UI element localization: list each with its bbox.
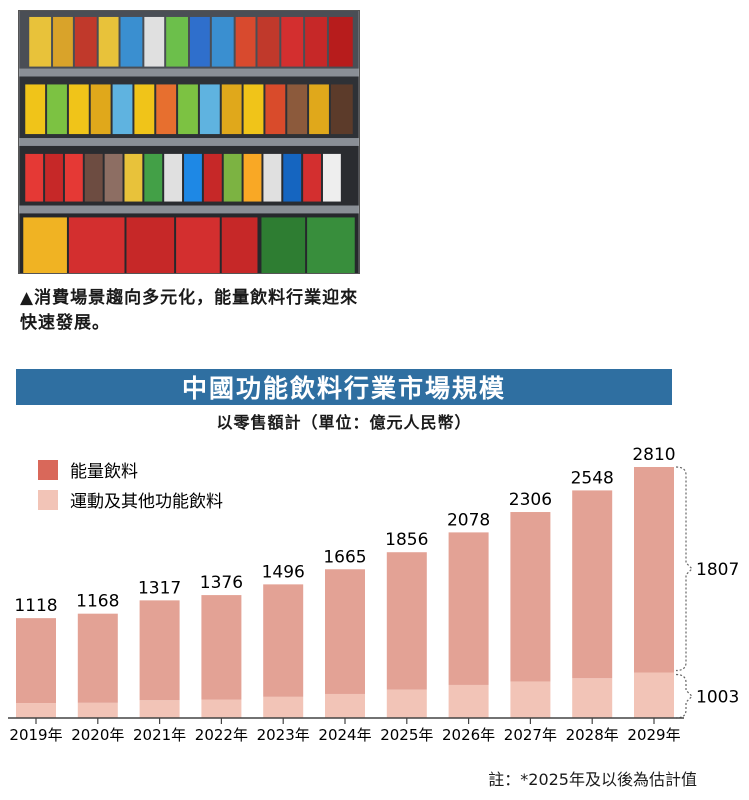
legend-label-sports: 運動及其他功能飲料 xyxy=(70,492,223,512)
x-tick-label-7: 2026年 xyxy=(442,726,495,744)
bar-sports-5 xyxy=(325,693,365,718)
bar-energy-10 xyxy=(634,467,674,673)
bar-sports-9 xyxy=(572,678,613,718)
bar-total-label-2: 1317 xyxy=(138,578,181,598)
x-tick-label-0: 2019年 xyxy=(9,726,62,744)
bar-energy-9 xyxy=(572,490,613,679)
x-axis-labels: 2019年 2020年 2021年 2022年 2023年 2024年 2025年 2026年… xyxy=(9,718,681,744)
bracket-sports xyxy=(675,673,693,719)
bar-total-label-0: 1118 xyxy=(14,596,57,616)
bar-energy-2 xyxy=(139,600,180,701)
x-tick-label-2: 2021年 xyxy=(133,726,186,744)
x-tick-label-9: 2028年 xyxy=(566,726,619,744)
shelf-row-2 xyxy=(19,76,359,146)
photo-caption: ▲消費場景趨向多元化，能量飲料行業迎來快速發展。 xyxy=(20,288,359,333)
legend-swatch-energy xyxy=(38,460,58,480)
bracket-annotations: 1807 1003 xyxy=(675,466,739,719)
bar-energy-4 xyxy=(263,584,304,697)
bar-sports-2 xyxy=(139,700,180,718)
bar-sports-4 xyxy=(263,696,304,718)
x-tick-label-4: 2023年 xyxy=(257,726,310,744)
bar-energy-5 xyxy=(325,569,365,694)
legend-label-energy: 能量飲料 xyxy=(70,462,138,482)
bar-sports-6 xyxy=(386,689,427,718)
bar-sports-7 xyxy=(448,684,489,718)
bar-energy-3 xyxy=(201,595,242,700)
x-tick-label-6: 2025年 xyxy=(380,726,433,744)
chart-subtitle: 以零售額計（單位：億元人民幣） xyxy=(216,413,472,432)
bar-energy-1 xyxy=(77,613,118,703)
bracket-energy xyxy=(675,466,693,672)
bar-total-label-1: 1168 xyxy=(76,592,119,612)
shelf-row-1 xyxy=(19,11,359,77)
annotation-energy-value: 1807 xyxy=(696,560,739,580)
bar-energy-7 xyxy=(448,532,489,685)
bar-total-label-4: 1496 xyxy=(262,562,305,582)
bar-sports-3 xyxy=(201,699,242,718)
bar-total-label-9: 2548 xyxy=(571,468,614,488)
bar-total-label-8: 2306 xyxy=(509,490,552,510)
x-tick-label-3: 2022年 xyxy=(195,726,248,744)
bar-total-label-10: 2810 xyxy=(632,445,675,465)
x-tick-label-1: 2020年 xyxy=(71,726,124,744)
x-tick-label-5: 2024年 xyxy=(318,726,371,744)
bar-energy-0 xyxy=(16,618,56,704)
bar-sports-1 xyxy=(77,702,118,718)
chart-title: 中國功能飲料行業市場規模 xyxy=(16,369,672,405)
legend: 能量飲料 運動及其他功能飲料 xyxy=(38,460,223,512)
annotation-sports-value: 1003 xyxy=(696,687,739,707)
x-tick-label-8: 2027年 xyxy=(504,726,557,744)
shelf-row-3 xyxy=(19,145,359,214)
x-tick-label-10: 2029年 xyxy=(627,726,680,744)
bar-total-label-7: 2078 xyxy=(447,510,490,530)
legend-swatch-sports xyxy=(38,490,58,510)
bar-sports-10 xyxy=(634,672,674,718)
bar-sports-8 xyxy=(510,681,551,718)
bar-total-label-6: 1856 xyxy=(385,530,428,550)
beverage-shelf-photo xyxy=(18,10,360,274)
footnote: 註：*2025年及以後為估計值 xyxy=(488,770,697,789)
bar-energy-8 xyxy=(510,512,551,682)
bar-total-label-3: 1376 xyxy=(200,573,243,593)
bar-energy-6 xyxy=(386,552,427,690)
bar-sports-0 xyxy=(16,703,56,718)
bar-total-label-5: 1665 xyxy=(323,547,366,567)
shelf-row-4 xyxy=(19,213,359,273)
bars: 1118 1168 1317 1376 1496 1665 1856 2078 2306 2548… xyxy=(14,445,676,718)
